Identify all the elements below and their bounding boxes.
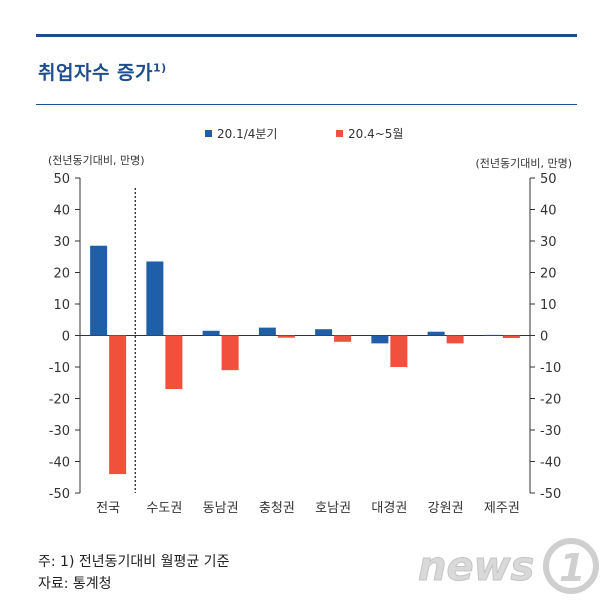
left-tick-label: -30 — [49, 424, 70, 439]
legend-swatch-0 — [205, 130, 212, 137]
bar-q1-4 — [315, 329, 333, 336]
right-tick-label: -20 — [540, 393, 561, 408]
bar-q1-3 — [258, 327, 276, 336]
right-tick-label: 20 — [540, 267, 557, 282]
bar-apr-may-0 — [109, 335, 127, 475]
bar-apr-may-3 — [277, 335, 295, 338]
bar-q1-0 — [90, 245, 108, 336]
bar-q1-7 — [483, 334, 501, 336]
news1-logo: news 1 — [418, 538, 599, 594]
category-label: 강원권 — [428, 501, 464, 516]
right-tick-label: -10 — [540, 361, 561, 376]
chart-title-text: 취업자수 증가 — [38, 62, 153, 84]
legend-label-1: 20.4~5월 — [348, 127, 403, 141]
bar-apr-may-6 — [446, 335, 464, 344]
category-label: 대경권 — [371, 501, 407, 516]
right-tick-label: 50 — [540, 172, 557, 187]
category-label: 제주권 — [484, 501, 520, 516]
left-tick-label: 10 — [53, 298, 70, 313]
bar-apr-may-7 — [502, 335, 520, 339]
left-tick-label: -20 — [49, 393, 70, 408]
title-rule — [36, 104, 577, 105]
left-unit-label: (전년동기대비, 만명) — [48, 154, 145, 167]
bar-apr-may-4 — [334, 335, 352, 342]
left-tick-label: -10 — [49, 361, 70, 376]
bar-q1-2 — [202, 330, 220, 336]
footnote-note: 주: 1) 전년동기대비 월평균 기준 — [38, 554, 230, 570]
left-tick-label: -40 — [49, 456, 70, 471]
category-label: 충청권 — [259, 501, 295, 516]
bar-apr-may-5 — [390, 335, 408, 367]
bar-q1-6 — [427, 331, 445, 336]
left-tick-label: 30 — [53, 235, 70, 250]
left-tick-label: 0 — [62, 330, 70, 345]
chart-title: 취업자수 증가1) — [38, 58, 167, 85]
legend-label-0: 20.1/4분기 — [217, 127, 277, 141]
left-tick-label: 50 — [53, 172, 70, 187]
right-tick-label: 10 — [540, 298, 557, 313]
footnote-source: 자료: 통계청 — [38, 576, 112, 592]
right-tick-label: -30 — [540, 424, 561, 439]
left-tick-label: 40 — [53, 204, 70, 219]
bar-q1-1 — [146, 261, 164, 336]
right-tick-label: -50 — [540, 487, 561, 502]
category-label: 호남권 — [315, 501, 351, 516]
svg-text:1: 1 — [559, 546, 585, 590]
right-tick-label: 0 — [540, 330, 548, 345]
right-tick-label: 40 — [540, 204, 557, 219]
top-rule — [36, 34, 577, 37]
right-unit-label: (전년동기대비, 만명) — [475, 157, 572, 170]
bar-apr-may-2 — [221, 335, 239, 371]
right-tick-label: -40 — [540, 456, 561, 471]
bar-apr-may-1 — [165, 335, 183, 390]
category-label: 수도권 — [146, 501, 182, 516]
category-label: 동남권 — [203, 501, 239, 516]
right-tick-label: 30 — [540, 235, 557, 250]
footnote: 주: 1) 전년동기대비 월평균 기준 자료: 통계청 — [38, 551, 229, 595]
svg-text:news: news — [418, 544, 534, 590]
left-tick-label: 20 — [53, 267, 70, 282]
category-label: 전국 — [96, 501, 120, 516]
legend-swatch-1 — [336, 130, 343, 137]
bar-q1-5 — [371, 335, 389, 344]
left-tick-label: -50 — [49, 487, 70, 502]
title-footnote-mark: 1) — [153, 61, 167, 75]
